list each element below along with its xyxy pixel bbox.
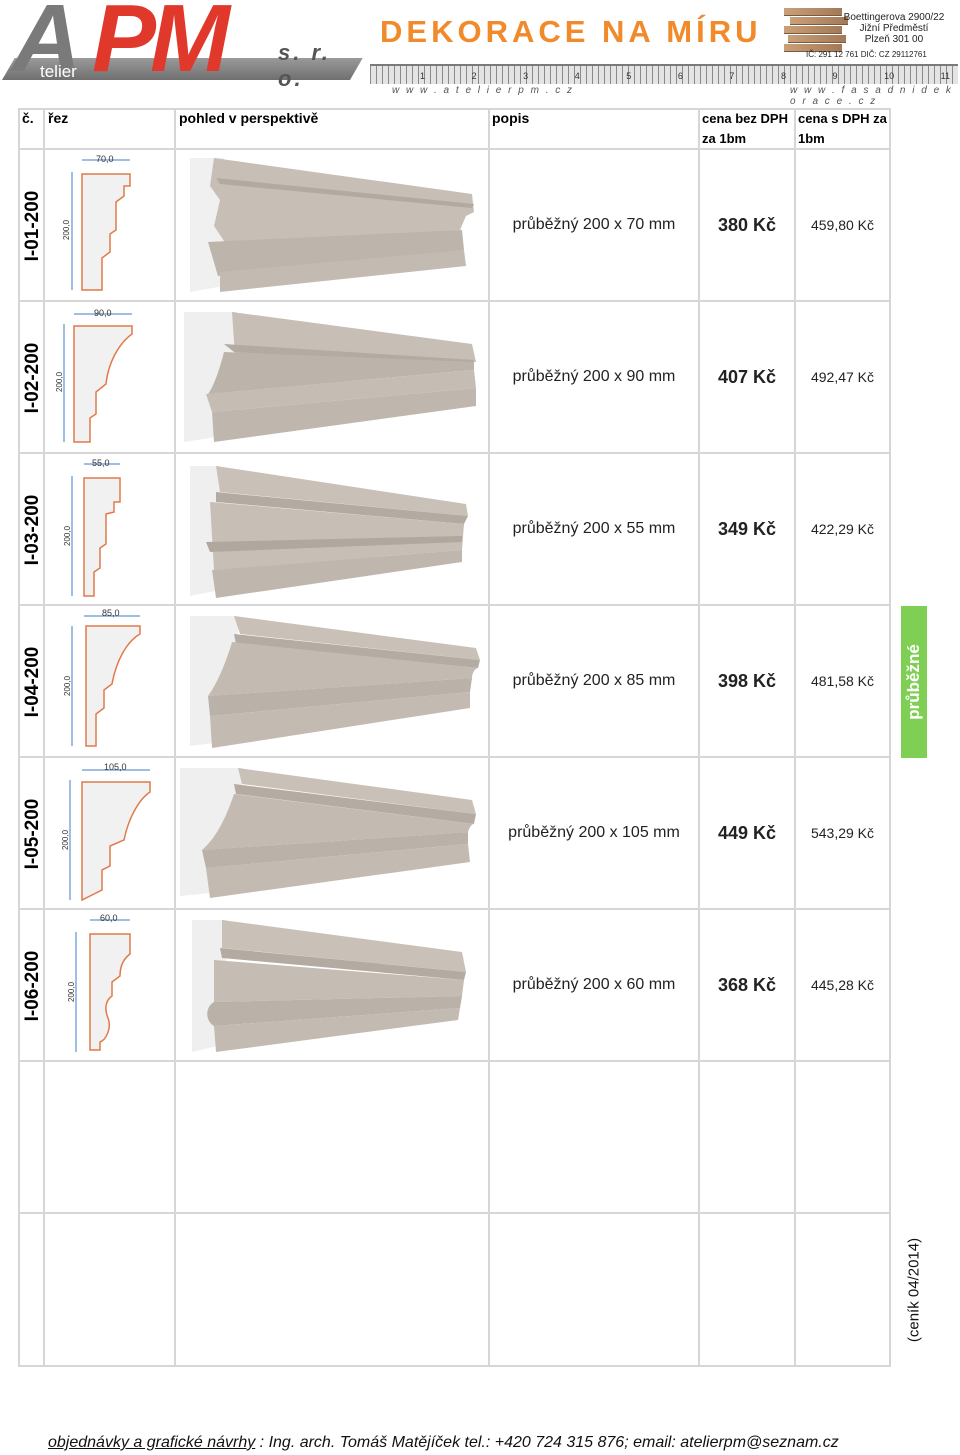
profile-section-drawing: 60,0 200,0 [60, 912, 170, 1058]
ruler-number: 3 [523, 71, 529, 81]
row-code: I-06-200 [20, 910, 46, 1062]
ruler-number: 10 [884, 71, 895, 81]
row-code-label: I-01-200 [22, 190, 43, 262]
row-price: 407 Kč [717, 367, 777, 387]
address-line: Jižní Předměstí [859, 23, 929, 34]
company-ids: IČ: 291 12 761 DIČ: CZ 29112761 [806, 50, 927, 59]
apm-logo: A PM telier s. r. o. [0, 0, 363, 92]
row-price: 368 Kč [717, 975, 777, 995]
company-address: Boettingerova 2900/22 Jižní Předměstí Pl… [838, 12, 950, 45]
row-code-label: I-05-200 [22, 798, 43, 870]
row-price-vat: 422,29 Kč [810, 521, 875, 537]
width-dimension: 55,0 [92, 458, 110, 468]
row-price-vat: 492,47 Kč [810, 369, 875, 385]
row-price-vat: 445,28 Kč [810, 977, 875, 993]
height-dimension: 200,0 [55, 371, 64, 392]
ruler-numbers: 1 2 3 4 5 6 7 8 9 10 11 [420, 71, 950, 81]
ruler-number: 8 [780, 71, 786, 81]
logo-subtitle: telier [40, 62, 77, 81]
row-code-label: I-02-200 [22, 342, 43, 414]
footer-contact: : Ing. arch. Tomáš Matějíček tel.: +420 … [255, 1434, 839, 1451]
ruler-number: 1 [420, 71, 426, 81]
profile-section-drawing: 55,0 200,0 [60, 456, 170, 602]
row-price: 449 Kč [717, 823, 777, 843]
wood-boards-icon [784, 8, 848, 60]
logo-letters-pm: PM [92, 0, 230, 92]
ruler-number: 9 [832, 71, 838, 81]
logo-sro: s. r. o. [278, 40, 331, 91]
profile-section-drawing: 105,0 200,0 [52, 760, 170, 906]
profile-section-drawing: 70,0 200,0 [60, 152, 170, 298]
row-code: I-02-200 [20, 302, 46, 454]
profile-perspective-image [190, 612, 484, 748]
width-dimension: 105,0 [104, 762, 127, 772]
row-description: průběžný 200 x 70 mm [512, 216, 676, 233]
width-dimension: 90,0 [94, 308, 112, 318]
ruler-number: 5 [626, 71, 632, 81]
row-code: I-03-200 [20, 454, 46, 606]
row-price-vat: 543,29 Kč [810, 825, 875, 841]
row-code: I-01-200 [20, 150, 46, 302]
col-header-section: řez [48, 110, 69, 126]
row-code-label: I-03-200 [22, 494, 43, 566]
row-price: 398 Kč [717, 671, 777, 691]
ruler-graphic [370, 64, 958, 84]
col-header-desc: popis [492, 110, 530, 126]
height-dimension: 200,0 [67, 981, 76, 1002]
row-price: 349 Kč [717, 519, 777, 539]
profile-section-drawing: 90,0 200,0 [48, 304, 170, 450]
row-price: 380 Kč [717, 215, 777, 235]
ruler-number: 2 [471, 71, 477, 81]
height-dimension: 200,0 [61, 829, 70, 850]
row-price-vat: 481,58 Kč [810, 673, 875, 689]
profile-perspective-image [190, 156, 480, 294]
row-code-label: I-04-200 [22, 646, 43, 718]
row-description: průběžný 200 x 105 mm [508, 824, 680, 841]
col-header-no: č. [22, 110, 34, 126]
col-header-price: cena bez DPH za 1bm [702, 111, 788, 146]
row-code: I-05-200 [20, 758, 46, 910]
ruler-number: 7 [729, 71, 735, 81]
category-tag-label: průběžné [904, 644, 923, 720]
profile-section-drawing: 85,0 200,0 [56, 606, 170, 754]
ruler-number: 4 [574, 71, 580, 81]
address-line: Boettingerova 2900/22 [843, 12, 945, 23]
row-description: průběžný 200 x 90 mm [512, 368, 676, 385]
row-price-vat: 459,80 Kč [810, 217, 875, 233]
category-tag: průběžné [901, 606, 927, 758]
profile-perspective-image [192, 916, 470, 1054]
page-header: A PM telier s. r. o. DEKORACE NA MÍRU 1 2… [0, 0, 960, 107]
footer-orders-label: objednávky a grafické návrhy [48, 1434, 256, 1451]
width-dimension: 60,0 [100, 913, 118, 923]
height-dimension: 200,0 [63, 525, 72, 546]
page-footer: objednávky a grafické návrhy : Ing. arch… [48, 1434, 839, 1452]
profile-perspective-image [180, 764, 482, 900]
col-header-perspective: pohled v perspektivě [179, 110, 319, 126]
website-link-left[interactable]: w w w . a t e l i e r p m . c z [392, 85, 575, 96]
row-code: I-04-200 [20, 606, 46, 758]
pricelist-version: (ceník 04/2014) [902, 1230, 926, 1350]
address-line: Plzeň 301 00 [864, 34, 924, 45]
row-description: průběžný 200 x 55 mm [512, 520, 676, 537]
logo-letter-a: A [12, 0, 81, 92]
width-dimension: 70,0 [96, 154, 114, 164]
website-link-right[interactable]: w w w . f a s a d n i d e k o r a c e . … [790, 85, 953, 107]
row-code-label: I-06-200 [22, 950, 43, 1022]
height-dimension: 200,0 [62, 219, 71, 240]
width-dimension: 85,0 [102, 608, 120, 618]
profile-perspective-image [184, 308, 480, 446]
profile-perspective-image [190, 462, 472, 598]
page-title: DEKORACE NA MÍRU [380, 14, 762, 49]
ruler-number: 11 [940, 71, 950, 81]
ruler-number: 6 [677, 71, 683, 81]
row-description: průběžný 200 x 85 mm [512, 672, 676, 689]
pricelist-version-label: (ceník 04/2014) [905, 1237, 923, 1343]
height-dimension: 200,0 [63, 675, 72, 696]
col-header-price-vat: cena s DPH za 1bm [798, 111, 887, 146]
row-description: průběžný 200 x 60 mm [512, 976, 676, 993]
